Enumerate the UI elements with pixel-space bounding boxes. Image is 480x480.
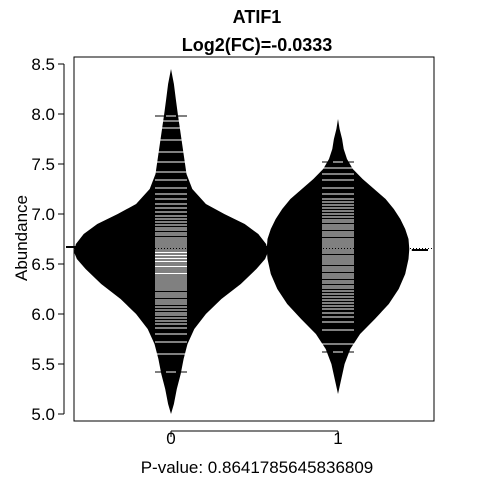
y-tick-label: 7.5: [31, 155, 55, 174]
y-tick-label: 8.5: [31, 55, 55, 74]
y-axis: 5.0 5.5 6.0 6.5 7.0 7.5 8.0 8.5: [31, 55, 65, 424]
y-axis-title: Abundance: [12, 195, 31, 281]
plot-frame: [73, 56, 435, 422]
chart-subtitle: Log2(FC)=-0.0333: [182, 35, 333, 55]
x-axis-title: P-value: 0.8641785645836809: [141, 458, 374, 477]
y-tick-label: 7.0: [31, 205, 55, 224]
y-tick-label: 6.0: [31, 305, 55, 324]
y-tick-label: 5.5: [31, 355, 55, 374]
x-tick-label: 1: [333, 429, 342, 448]
y-tick-label: 8.0: [31, 105, 55, 124]
chart-title: ATIF1: [233, 7, 282, 27]
beans-layer: [66, 69, 434, 414]
y-tick-label: 6.5: [31, 255, 55, 274]
y-tick-label: 5.0: [31, 405, 55, 424]
x-tick-label: 0: [166, 429, 175, 448]
